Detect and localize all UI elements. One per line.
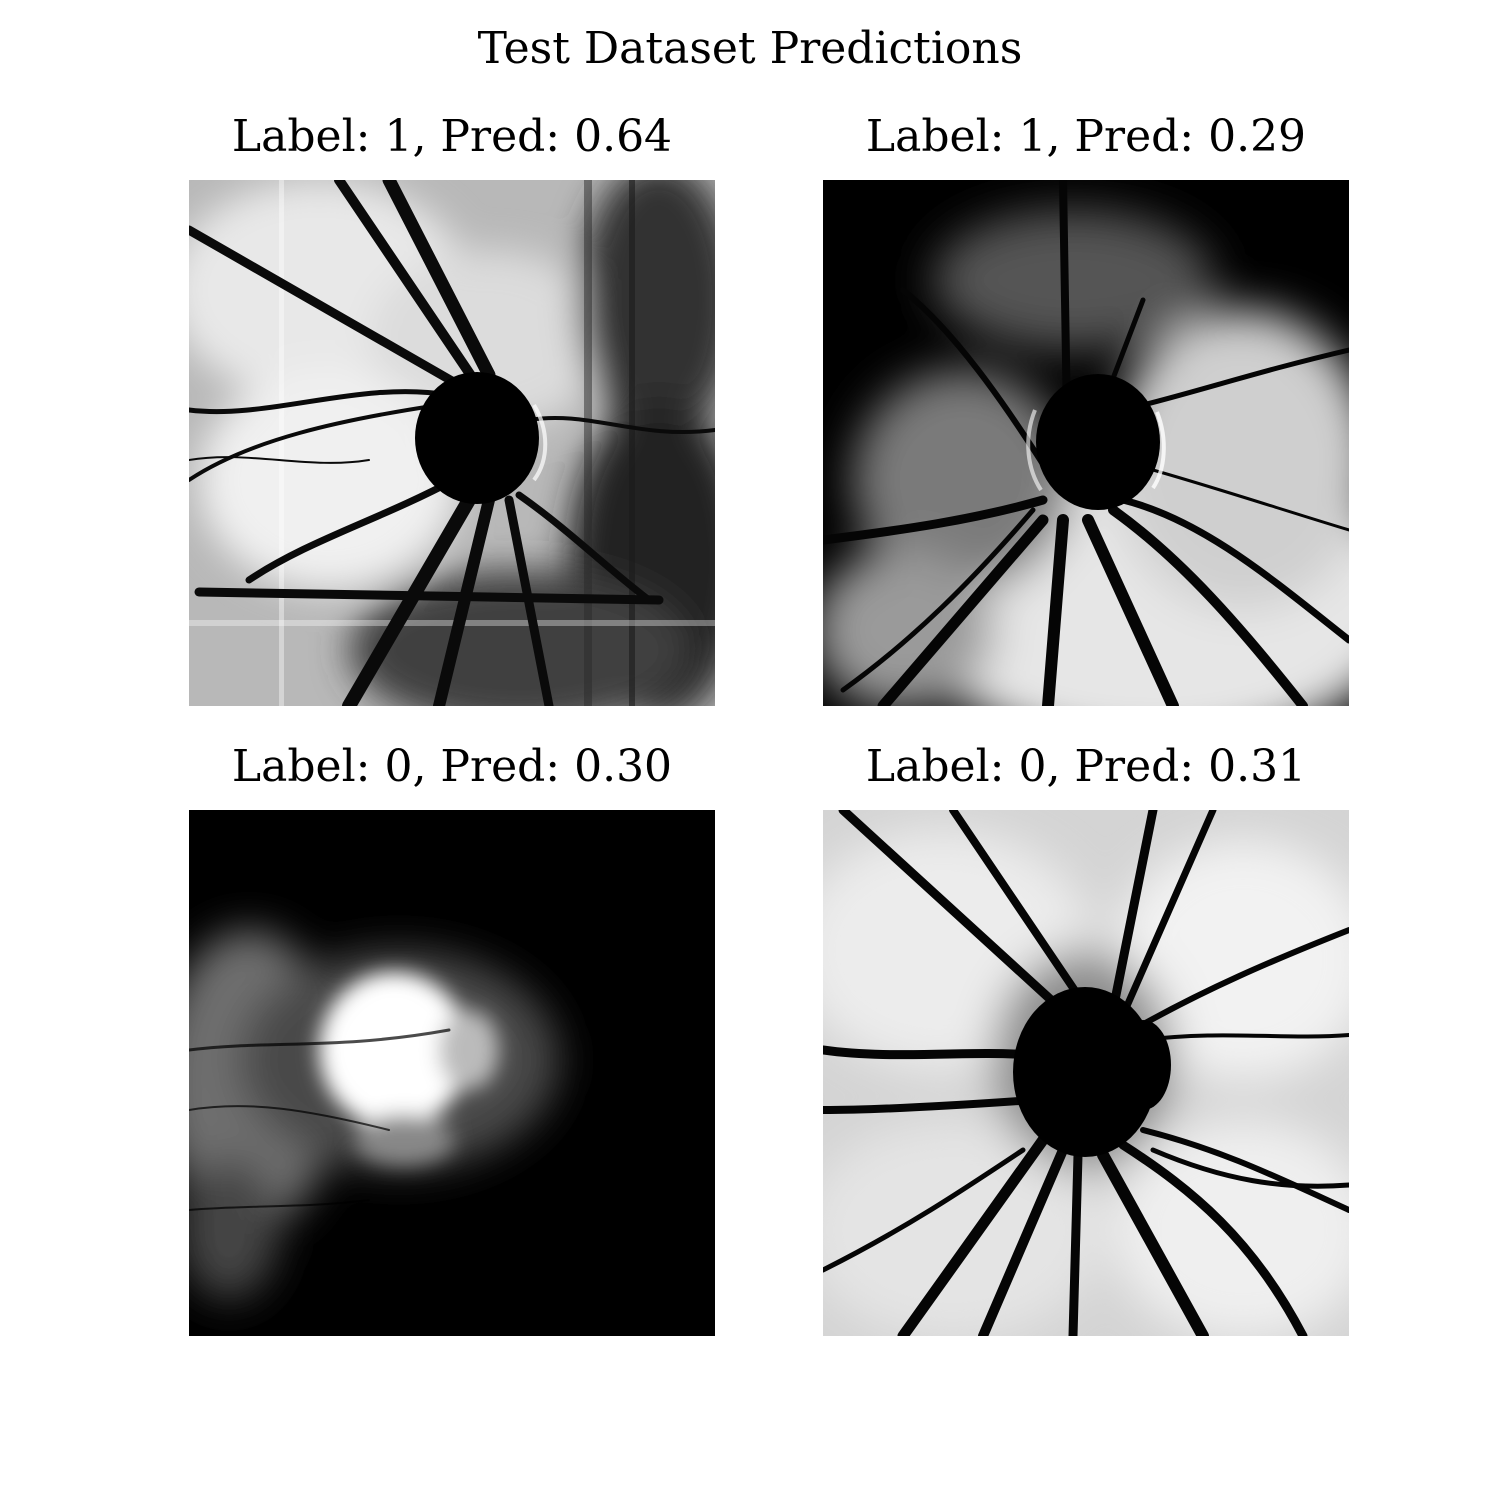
panel-title: Label: 1, Pred: 0.64 <box>231 111 673 162</box>
fundus-image <box>823 810 1349 1336</box>
panel-title: Label: 0, Pred: 0.31 <box>865 741 1307 792</box>
figure-title: Test Dataset Predictions <box>477 23 1023 74</box>
panel-title: Label: 1, Pred: 0.29 <box>865 111 1307 162</box>
fundus-image <box>823 180 1349 706</box>
panel-title: Label: 0, Pred: 0.30 <box>231 741 673 792</box>
fundus-image <box>189 810 715 1336</box>
fundus-image <box>189 180 715 706</box>
